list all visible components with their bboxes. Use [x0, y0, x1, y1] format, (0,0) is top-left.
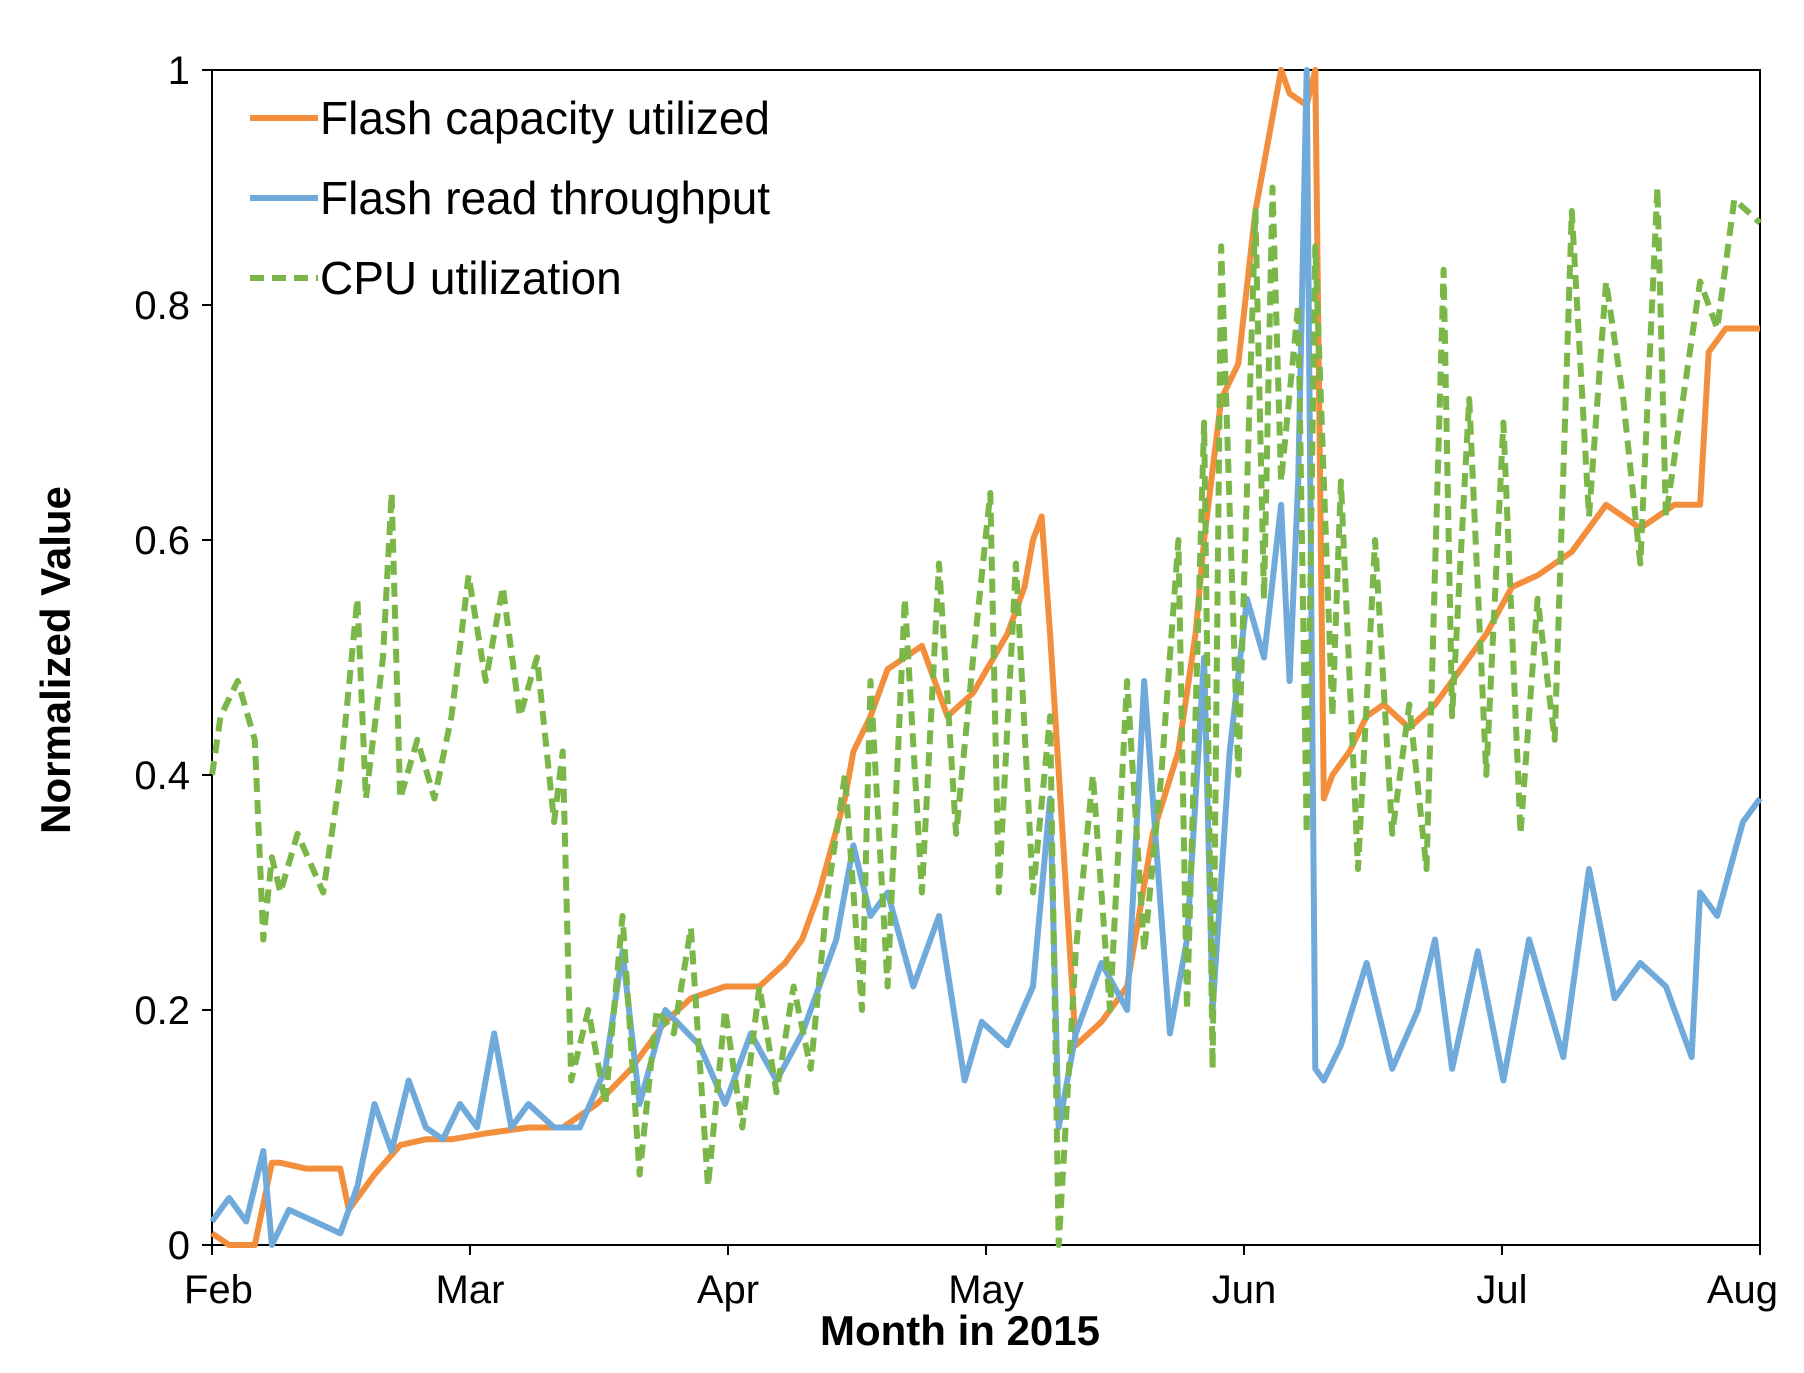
y-tick-label: 0.4	[134, 754, 190, 798]
x-tick-label: Mar	[436, 1268, 505, 1312]
x-axis-title: Month in 2015	[820, 1307, 1100, 1354]
x-tick-label: Jun	[1212, 1268, 1277, 1312]
y-tick-label: 0.8	[134, 284, 190, 328]
legend-label: CPU utilization	[320, 252, 622, 304]
legend-label: Flash read throughput	[320, 172, 770, 224]
plot-area-frame	[211, 69, 1761, 1246]
series-line-1	[210, 67, 1760, 1248]
y-tick-label: 1	[168, 49, 190, 93]
x-tick-label: Apr	[697, 1268, 759, 1312]
y-tick-label: 0.2	[134, 989, 190, 1033]
series-line-3	[209, 184, 1763, 1248]
y-tick-label: 0	[168, 1224, 190, 1268]
x-tick-label: Jul	[1476, 1268, 1527, 1312]
y-tick-label: 0.6	[134, 519, 190, 563]
x-tick-label: Feb	[184, 1268, 253, 1312]
x-tick-label: May	[948, 1268, 1024, 1312]
legend-label: Flash capacity utilized	[320, 92, 770, 144]
series-line-2	[209, 67, 1763, 1248]
x-tick-label: Aug	[1707, 1268, 1778, 1312]
y-axis-title: Normalized Value	[32, 486, 79, 834]
